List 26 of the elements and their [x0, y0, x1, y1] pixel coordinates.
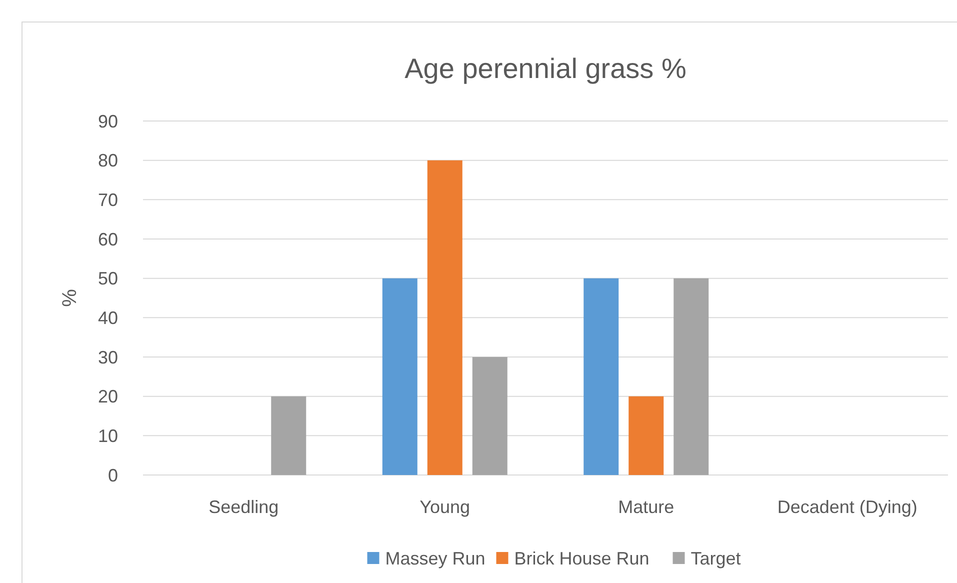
bar	[628, 396, 664, 475]
y-axis-title: %	[59, 288, 81, 307]
y-tick-label: 60	[98, 229, 118, 250]
legend-label: Target	[690, 548, 741, 568]
x-tick-label: Young	[420, 497, 470, 517]
y-tick-label: 30	[98, 347, 118, 368]
x-tick-label: Mature	[618, 497, 674, 517]
legend-label: Massey Run	[385, 548, 486, 568]
y-tick-label: 90	[98, 111, 118, 132]
y-tick-label: 50	[98, 268, 118, 289]
x-tick-label: Seedling	[208, 497, 279, 517]
y-tick-label: 40	[98, 308, 118, 328]
x-tick-label: Decadent (Dying)	[777, 497, 918, 517]
y-tick-label: 80	[98, 150, 118, 171]
y-tick-label: 0	[108, 465, 118, 486]
bar	[427, 160, 462, 475]
y-tick-label: 70	[98, 190, 118, 210]
y-tick-label: 20	[98, 386, 118, 407]
bar	[584, 278, 619, 475]
bar	[674, 278, 709, 475]
y-tick-label: 10	[98, 426, 118, 446]
bar	[382, 278, 418, 475]
legend-label: Brick House Run	[514, 548, 650, 568]
bar	[271, 396, 306, 475]
bar	[472, 357, 508, 475]
chart-title: Age perennial grass %	[404, 53, 686, 84]
